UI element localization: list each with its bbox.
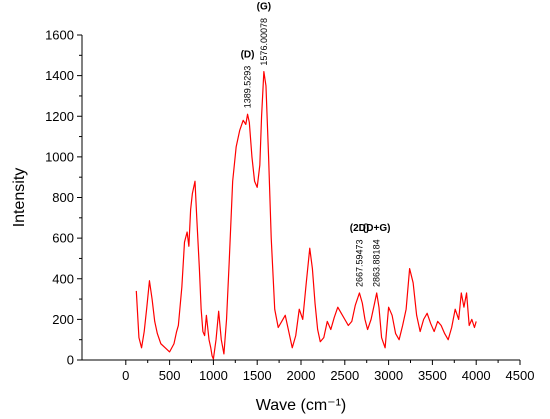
peak-value-label: 2667.59473 — [354, 239, 364, 287]
y-tick-label: 1200 — [45, 109, 74, 124]
y-tick-label: 800 — [52, 190, 74, 205]
y-tick-label: 1000 — [45, 149, 74, 164]
peak-name-label: (G) — [257, 2, 271, 13]
peak-name-label: (2D) — [350, 223, 369, 234]
x-axis-title: Wave (cm⁻¹) — [256, 397, 347, 414]
x-tick-label: 4000 — [462, 368, 491, 383]
x-tick-label: 4500 — [506, 368, 535, 383]
x-ticks: 0 500 1000 1500 2000 2500 3000 3500 4000 4500 — [122, 360, 534, 383]
x-tick-label: 3500 — [418, 368, 447, 383]
peak-name-label: (D+G) — [363, 223, 391, 234]
x-tick-label: 1500 — [243, 368, 272, 383]
y-tick-label: 0 — [67, 353, 74, 368]
peak-name-label: (D) — [241, 49, 255, 60]
peak-annotations: 1389.5293 (D) 1576.00078 (G) 2667.59473 (2D)2… — [241, 2, 391, 287]
x-tick-label: 0 — [122, 368, 129, 383]
peak-value-label: 1576.00078 — [259, 18, 269, 66]
x-tick-label: 3000 — [374, 368, 403, 383]
y-tick-label: 200 — [52, 312, 74, 327]
y-tick-label: 1400 — [45, 68, 74, 83]
y-tick-label: 1600 — [45, 28, 74, 43]
y-tick-label: 600 — [52, 231, 74, 246]
y-ticks: 0 200 400 600 800 1000 1200 1400 1600 — [45, 28, 82, 368]
y-axis-title: Intensity — [11, 168, 28, 228]
plot-area — [135, 70, 477, 360]
y-tick-label: 400 — [52, 271, 74, 286]
x-tick-label: 1000 — [199, 368, 228, 383]
peak-value-label: 1389.5293 — [243, 66, 253, 109]
x-tick-label: 2500 — [330, 368, 359, 383]
peak-value-label: 2863.88184 — [372, 239, 382, 287]
x-tick-label: 2000 — [287, 368, 316, 383]
spectrum-line — [135, 70, 477, 360]
x-tick-label: 500 — [159, 368, 181, 383]
